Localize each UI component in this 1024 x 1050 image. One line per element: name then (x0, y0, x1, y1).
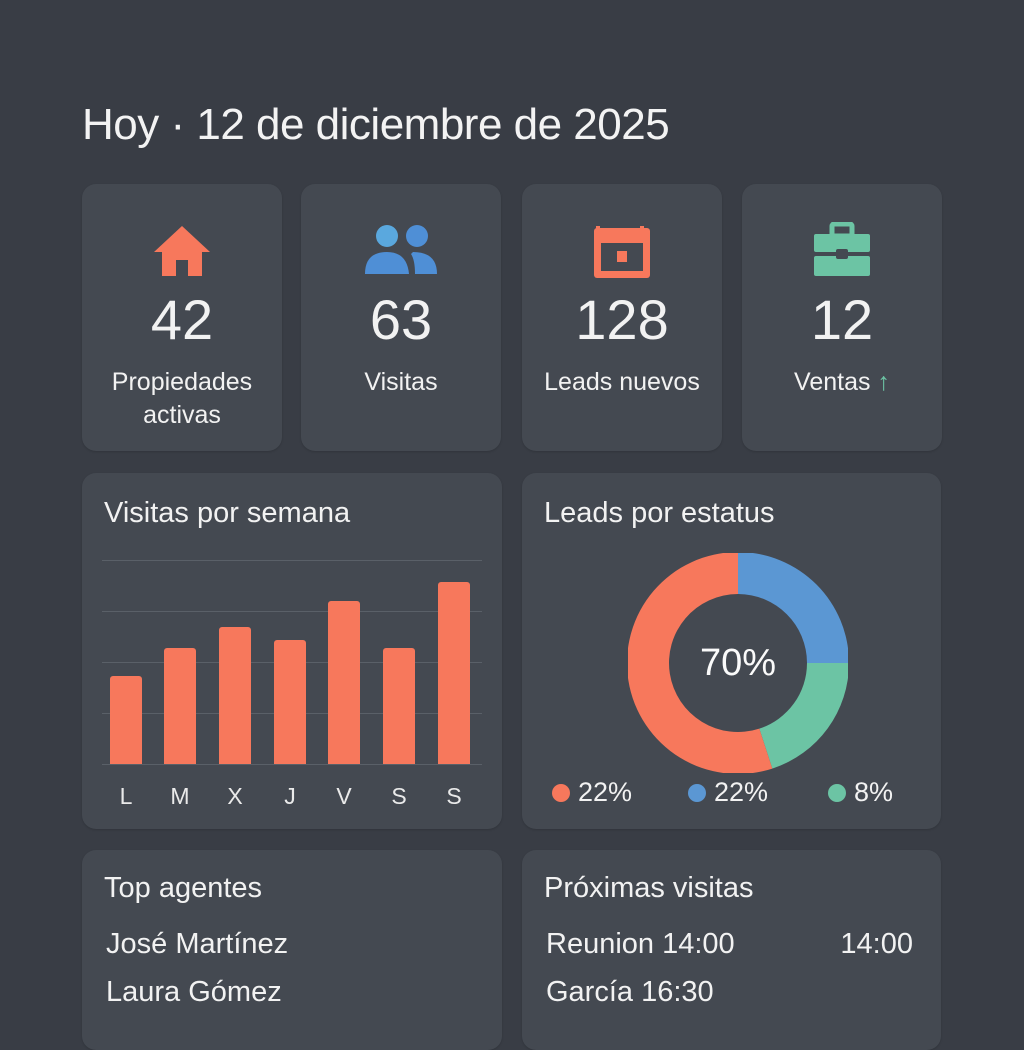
donut-chart (628, 553, 848, 773)
grid-line (102, 764, 482, 765)
stat-label: Leads nuevos (544, 368, 700, 396)
legend-item: 8% (828, 777, 893, 808)
visit-item-label[interactable]: Reunion 14:00 (546, 928, 735, 960)
stat-label-text: Ventas (794, 368, 871, 396)
stat-value: 128 (575, 288, 669, 351)
stat-card-sales[interactable]: 12 Ventas ↑ (742, 184, 942, 451)
leads-chart-title: Leads por estatus (544, 497, 775, 529)
legend-dot-icon (828, 783, 846, 802)
grid-line (102, 560, 482, 561)
bar[interactable] (274, 639, 306, 764)
x-axis-label: M (170, 783, 190, 809)
x-axis-label: J (284, 783, 296, 809)
legend-item: 22% (552, 777, 632, 808)
trend-up-icon: ↑ (877, 368, 890, 396)
stat-label: Visitas (364, 368, 438, 396)
agent-item[interactable]: José Martínez (106, 928, 289, 960)
grid-line (102, 611, 482, 612)
x-axis-label: V (336, 783, 352, 809)
bar[interactable] (164, 647, 196, 764)
legend-label: 22% (714, 777, 769, 807)
stat-label-line1: Propiedades (111, 368, 253, 396)
calendar-icon (594, 226, 650, 278)
users-icon (365, 225, 437, 274)
stat-value: 42 (150, 288, 214, 351)
legend-dot-icon (552, 783, 570, 802)
top-agents-title: Top agentes (104, 872, 263, 904)
bar[interactable] (219, 627, 251, 764)
legend-dot-icon (688, 783, 706, 802)
stat-card-leads[interactable]: 128 Leads nuevos (522, 184, 722, 451)
page-title: Hoy · 12 de diciembre de 2025 (82, 100, 670, 149)
stat-label-line2: activas (143, 401, 221, 429)
stat-label: Ventas ↑ (742, 366, 942, 399)
agent-item[interactable]: Laura Gómez (106, 976, 282, 1008)
stat-value: 63 (369, 288, 433, 351)
upcoming-visits-card: Próximas visitas Reunion 14:00 14:00 Gar… (522, 850, 941, 1050)
legend-item: 22% (688, 777, 768, 808)
bar[interactable] (328, 600, 360, 764)
donut-segment[interactable] (759, 663, 848, 769)
top-agents-card: Top agentes José Martínez Laura Gómez (82, 850, 502, 1050)
x-axis-label: X (227, 783, 243, 809)
legend-label: 22% (578, 777, 633, 807)
leads-chart-card: Leads por estatus 70% 22% 22% 8% (522, 473, 941, 829)
donut-segment[interactable] (738, 553, 848, 663)
donut-segment[interactable] (628, 553, 773, 773)
stat-card-visits[interactable]: 63 Visitas (301, 184, 501, 451)
visit-item-time: 14:00 (840, 928, 913, 960)
stat-label: Propiedades activas (82, 366, 282, 432)
stat-card-properties[interactable]: 42 Propiedades activas (82, 184, 282, 451)
x-axis-label: S (391, 783, 407, 809)
visits-chart-card: Visitas por semana L M X J V S S (82, 473, 502, 829)
bar[interactable] (383, 647, 415, 764)
x-axis-label: S (446, 783, 462, 809)
upcoming-visits-title: Próximas visitas (544, 872, 754, 904)
visit-item-label[interactable]: García 16:30 (546, 976, 714, 1008)
stat-value: 12 (810, 288, 874, 351)
briefcase-icon (814, 222, 870, 276)
bar[interactable] (438, 582, 470, 764)
legend-label: 8% (854, 777, 894, 807)
bar[interactable] (110, 676, 142, 764)
donut-center-label: 70% (699, 642, 777, 684)
x-axis-label: L (119, 783, 133, 809)
house-icon (154, 226, 210, 276)
visits-chart-title: Visitas por semana (104, 497, 351, 529)
